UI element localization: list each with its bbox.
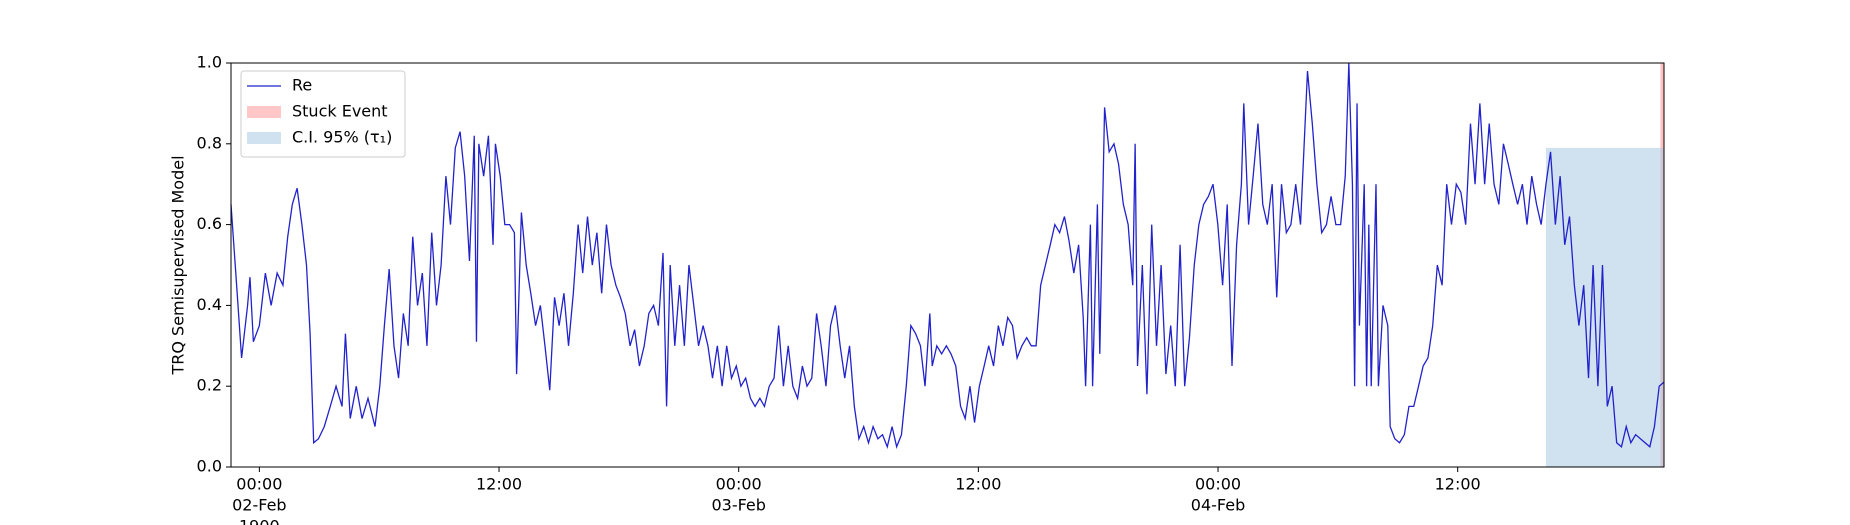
legend-swatch: [247, 132, 281, 144]
x-tick-label: 12:00: [955, 475, 1001, 494]
line: [230, 62, 1665, 449]
legend-label: Stuck Event: [292, 102, 388, 121]
axes-frame: [230, 62, 1665, 468]
y-tick-label: 0.8: [197, 133, 222, 152]
y-tick-label: 0.6: [197, 214, 222, 233]
legend-box: [240, 70, 406, 158]
legend: Re Stuck Event C.I. 95% (τ₁): [240, 70, 406, 158]
span: [1545, 147, 1664, 467]
spans: [1545, 63, 1664, 467]
legend-label: C.I. 95% (τ₁): [292, 128, 392, 147]
x-tick-label: 00:00: [1195, 475, 1241, 494]
x-tick-label: 00:00: [716, 475, 762, 494]
y-tick-label: 1.0: [197, 53, 222, 72]
y-tick-label: 0.0: [197, 457, 222, 476]
y-tick-label: 0.4: [197, 295, 222, 314]
x-tick-label: 02-Feb: [232, 496, 286, 515]
legend-label: Re: [292, 76, 312, 95]
x-tick-label: 00:00: [236, 475, 282, 494]
y-tick-label: 0.2: [197, 376, 222, 395]
x-tick-label: 1900: [239, 517, 280, 525]
x-tick-label: 12:00: [1435, 475, 1481, 494]
x-tick-label: 12:00: [476, 475, 522, 494]
y-axis-label: TRQ Semisupervised Model: [169, 155, 188, 375]
x-tick-label: 04-Feb: [1191, 496, 1245, 515]
x-tick-label: 03-Feb: [711, 496, 765, 515]
legend-swatch: [247, 106, 281, 118]
